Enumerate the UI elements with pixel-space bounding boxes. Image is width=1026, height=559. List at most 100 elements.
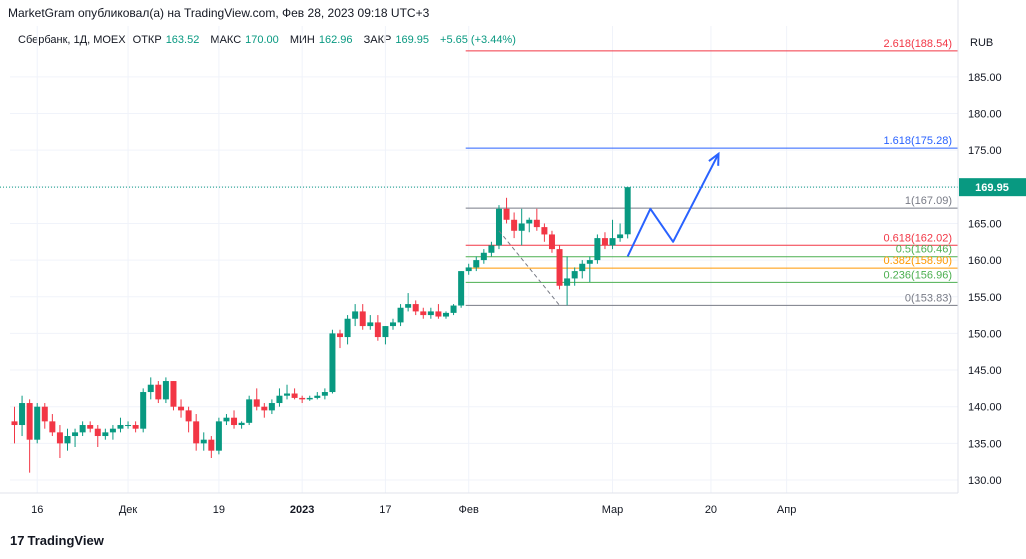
candle-body [193, 421, 200, 444]
candle-body [200, 439, 207, 444]
legend-high-value: 170.00 [245, 34, 279, 46]
candle-body [299, 397, 306, 400]
candle-body [64, 436, 71, 444]
axes-layer: 130.00135.00140.00145.00150.00155.00160.… [0, 0, 1026, 516]
candles-layer [11, 186, 631, 473]
candle-body [140, 392, 147, 429]
candle-body [49, 421, 56, 433]
x-tick-label: Апр [777, 504, 796, 516]
candle-body [427, 311, 434, 316]
trend-dashed-line [498, 230, 560, 306]
candle-body [548, 234, 555, 250]
legend-change-value: +5.65 (+3.44%) [440, 34, 516, 46]
y-tick-label: 130.00 [968, 475, 1002, 487]
currency-label: RUB [970, 37, 993, 49]
x-tick-label: Фев [459, 504, 479, 516]
candle-body [208, 439, 215, 451]
y-tick-label: 185.00 [968, 72, 1002, 84]
candle-body [276, 395, 283, 404]
candle-body [624, 187, 631, 235]
fib-level-label: 0.236(156.96) [884, 269, 953, 281]
y-tick-label: 165.00 [968, 218, 1002, 230]
candle-body [170, 381, 177, 407]
candle-body [321, 392, 328, 396]
projection-arrowhead [708, 151, 720, 166]
candle-body [435, 311, 442, 317]
candle-body [223, 417, 230, 422]
candle-body [344, 318, 351, 338]
x-tick-label: 2023 [290, 504, 314, 516]
legend-open-label: ОТКР [132, 34, 162, 46]
fib-level-label: 1(167.09) [905, 195, 952, 207]
candle-body [374, 322, 381, 338]
candle-body [465, 267, 472, 272]
x-tick-label: 17 [379, 504, 391, 516]
fib-level-label: 0(153.83) [905, 292, 952, 304]
candle-body [390, 322, 396, 327]
candle-body [367, 322, 374, 327]
candle-body [511, 219, 518, 231]
candle-body [94, 428, 101, 437]
candle-body [87, 425, 94, 429]
candle-body [412, 304, 419, 312]
candle-body [382, 326, 389, 338]
candle-body [132, 425, 139, 429]
candle-body [337, 333, 344, 338]
candle-body [586, 260, 593, 264]
candle-body [185, 410, 192, 422]
candle-body [291, 393, 298, 398]
candle-body [601, 238, 608, 246]
candle-body [473, 260, 480, 268]
candle-body [495, 208, 502, 246]
legend-close-label: ЗАКР [363, 34, 392, 46]
last-price-label: 169.95 [975, 182, 1009, 194]
candle-body [246, 399, 253, 423]
y-tick-label: 175.00 [968, 145, 1002, 157]
legend-high-label: МАКС [210, 34, 242, 46]
candle-body [488, 245, 495, 253]
legend-open-value: 163.52 [165, 34, 200, 46]
candle-body [609, 238, 616, 246]
fib-level-label: 0.5(160.46) [896, 244, 952, 256]
projection-path [626, 153, 720, 257]
y-tick-label: 145.00 [968, 365, 1002, 377]
candle-body [147, 384, 154, 393]
candle-body [420, 311, 427, 316]
candle-body [162, 381, 169, 400]
candle-body [594, 238, 601, 261]
candle-body [564, 278, 571, 286]
candle-body [56, 432, 63, 444]
legend-low-value: 162.96 [318, 34, 353, 46]
y-tick-label: 150.00 [968, 328, 1002, 340]
tradingview-logo[interactable]: 17 TradingView [10, 533, 104, 548]
candle-body [34, 406, 41, 440]
candle-body [261, 406, 268, 411]
candle-body [617, 234, 624, 239]
x-tick-label: Мар [602, 504, 624, 516]
x-tick-label: 19 [213, 504, 225, 516]
legend-symbol[interactable]: Сбербанк, 1Д, MOEX [18, 34, 126, 46]
x-tick-label: 20 [705, 504, 717, 516]
candle-body [109, 428, 116, 433]
candle-body [442, 312, 449, 317]
candle-body [329, 333, 336, 393]
candle-body [359, 311, 366, 327]
y-tick-label: 155.00 [968, 292, 1002, 304]
publish-caption: MarketGram опубликовал(а) на TradingView… [8, 6, 430, 20]
candle-body [450, 305, 457, 313]
last-price-badge [959, 178, 1026, 197]
candle-body [253, 399, 260, 407]
candle-body [526, 219, 533, 224]
candle-body [314, 395, 321, 398]
candle-body [11, 421, 18, 426]
candle-body [26, 403, 33, 440]
candle-body [352, 311, 359, 319]
candle-body [397, 307, 404, 323]
candle-body [72, 432, 79, 437]
fibonacci-extension: 2.618(188.54) 1.618(175.28) 1(167.09) 0.618… [465, 38, 958, 306]
candle-body [117, 425, 124, 429]
candle-body [405, 304, 412, 308]
chart-grid [10, 26, 958, 493]
